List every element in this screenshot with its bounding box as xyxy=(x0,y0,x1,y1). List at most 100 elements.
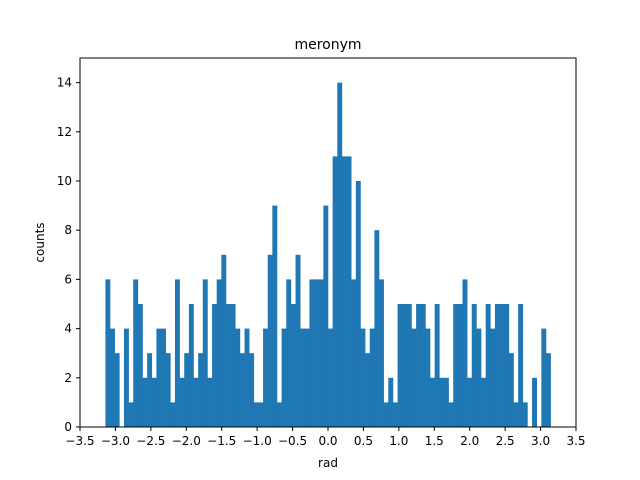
x-axis-label: rad xyxy=(318,456,338,470)
x-tick-label: −1.0 xyxy=(243,434,272,448)
histogram-bar xyxy=(110,328,115,427)
x-tick-label: −3.5 xyxy=(65,434,94,448)
histogram-bar xyxy=(179,377,185,427)
histogram-bar xyxy=(198,353,204,427)
histogram-bar xyxy=(258,402,264,427)
x-tick-label: 0.5 xyxy=(354,434,373,448)
histogram-bar xyxy=(467,377,473,427)
histogram-bar xyxy=(105,279,111,427)
histogram-bar xyxy=(276,402,282,427)
histogram-bar xyxy=(374,230,380,427)
histogram-bar xyxy=(494,304,500,427)
histogram-bar xyxy=(518,304,524,427)
histogram-bar xyxy=(522,402,528,427)
histogram-bar xyxy=(397,304,403,427)
histogram-bar xyxy=(328,328,333,427)
histogram-bar xyxy=(225,304,231,427)
y-tick-label: 2 xyxy=(64,371,72,385)
histogram-bar xyxy=(188,304,194,427)
y-tick-label: 10 xyxy=(57,174,72,188)
histogram-bar xyxy=(318,279,324,427)
x-tick-label: −3.0 xyxy=(101,434,130,448)
bars-group xyxy=(105,82,551,427)
histogram-bar xyxy=(411,328,417,427)
histogram-bar xyxy=(425,328,431,427)
histogram-bar xyxy=(290,304,296,427)
histogram-bar xyxy=(341,156,347,427)
y-tick-label: 8 xyxy=(64,223,72,237)
histogram-bar xyxy=(230,304,236,427)
histogram-bar xyxy=(300,328,306,427)
histogram-bar xyxy=(434,304,440,427)
x-tick-label: 2.5 xyxy=(496,434,515,448)
histogram-bar xyxy=(165,353,171,427)
histogram-bar xyxy=(457,304,463,427)
histogram-bar xyxy=(392,402,398,427)
x-tick-label: −1.5 xyxy=(207,434,236,448)
histogram-bar xyxy=(532,377,537,427)
histogram-bar xyxy=(221,254,227,427)
histogram-bar xyxy=(448,402,454,427)
histogram-bar xyxy=(369,328,375,427)
y-axis-label: counts xyxy=(33,222,47,262)
histogram-bar xyxy=(170,402,176,427)
histogram-bar xyxy=(508,353,514,427)
histogram-bar xyxy=(471,304,477,427)
histogram-bar xyxy=(123,328,129,427)
histogram-bar xyxy=(513,402,519,427)
histogram-bar xyxy=(337,82,343,427)
histogram-bar xyxy=(239,353,245,427)
histogram-bar xyxy=(481,377,486,427)
histogram-bar xyxy=(249,353,255,427)
histogram-bar xyxy=(174,279,180,427)
histogram-bar xyxy=(295,254,301,427)
histogram-bar xyxy=(443,377,449,427)
histogram-bar xyxy=(388,377,394,427)
histogram-bar xyxy=(137,304,143,427)
histogram-bar xyxy=(133,279,139,427)
x-tick-label: −2.5 xyxy=(136,434,165,448)
histogram-bar xyxy=(462,279,468,427)
y-tick-label: 6 xyxy=(64,272,72,286)
histogram-bar xyxy=(360,328,366,427)
x-tick-label: −2.0 xyxy=(172,434,201,448)
histogram-bar xyxy=(420,304,426,427)
x-tick-label: 0.0 xyxy=(318,434,337,448)
histogram-bar xyxy=(286,279,292,427)
histogram-bar xyxy=(355,181,361,427)
x-tick-label: 1.0 xyxy=(389,434,408,448)
histogram-bar xyxy=(541,328,547,427)
histogram-bar xyxy=(212,304,217,427)
histogram-bar xyxy=(416,304,422,427)
histogram-bar xyxy=(383,402,389,427)
histogram-bar xyxy=(114,353,120,427)
histogram-bar xyxy=(309,279,315,427)
histogram-bar xyxy=(216,279,222,427)
histogram-bar xyxy=(207,377,213,427)
y-tick-label: 0 xyxy=(64,420,72,434)
histogram-bar xyxy=(193,377,199,427)
histogram-bar xyxy=(346,156,352,427)
histogram-bar xyxy=(281,328,287,427)
x-tick-label: −0.5 xyxy=(278,434,307,448)
histogram-bar xyxy=(485,304,491,427)
chart-title: meronym xyxy=(294,37,361,53)
x-tick-label: 1.5 xyxy=(425,434,444,448)
histogram-bar xyxy=(402,304,408,427)
histogram-bar xyxy=(430,377,435,427)
histogram-bar xyxy=(184,353,190,427)
histogram-bar xyxy=(267,254,273,427)
histogram-bar xyxy=(202,279,208,427)
histogram-bar xyxy=(476,328,482,427)
histogram-bar xyxy=(379,279,384,427)
histogram-bar xyxy=(439,377,445,427)
histogram-bar xyxy=(504,304,510,427)
histogram-bar xyxy=(323,205,329,427)
histogram-bar xyxy=(453,304,459,427)
histogram-bar xyxy=(156,328,162,427)
histogram-bar xyxy=(499,304,505,427)
histogram-bar xyxy=(142,377,148,427)
histogram-bar xyxy=(161,328,166,427)
histogram-bar xyxy=(490,328,496,427)
